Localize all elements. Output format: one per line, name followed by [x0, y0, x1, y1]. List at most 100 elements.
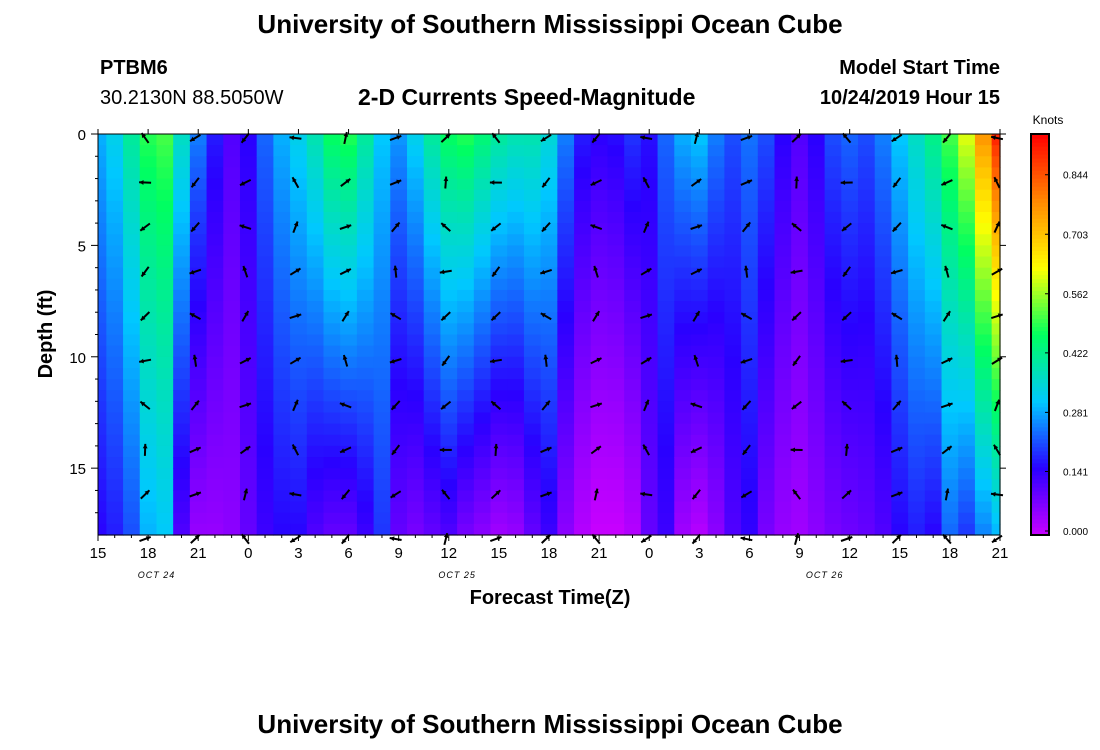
heatmap-cell: [340, 367, 358, 380]
heatmap-cell: [757, 167, 776, 180]
heatmap-cell: [757, 490, 776, 503]
heatmap-cell: [674, 401, 692, 414]
heatmap-cell: [139, 156, 158, 169]
heatmap-cell: [974, 289, 993, 302]
heatmap-cell: [607, 267, 625, 280]
heatmap-cell: [991, 167, 1001, 180]
heatmap-cell: [223, 223, 241, 235]
heatmap-cell: [908, 512, 926, 525]
heatmap-cell: [373, 211, 391, 224]
heatmap-cell: [841, 345, 859, 358]
heatmap-cell: [674, 468, 692, 480]
heatmap-cell: [690, 356, 709, 369]
heatmap-cell: [98, 490, 107, 503]
heatmap-cell: [106, 134, 124, 146]
heatmap-cell: [540, 412, 558, 425]
heatmap-cell: [356, 523, 375, 536]
heatmap-cell: [473, 457, 492, 469]
current-arrow: [189, 312, 201, 320]
heatmap-cell: [757, 289, 776, 302]
heatmap-cell: [757, 423, 776, 436]
heatmap-cell: [273, 356, 291, 369]
heatmap-cell: [707, 289, 725, 302]
heatmap-cell: [373, 345, 391, 358]
heatmap-cell: [774, 468, 792, 480]
heatmap-cell: [841, 134, 859, 146]
heatmap-cell: [123, 423, 141, 436]
heatmap-cell: [239, 523, 258, 536]
heatmap-cell: [423, 134, 442, 146]
heatmap-cell: [607, 401, 625, 414]
heatmap-cell: [507, 223, 525, 235]
current-arrow: [941, 445, 953, 455]
heatmap-cell: [239, 134, 258, 146]
heatmap-cell: [473, 178, 492, 191]
heatmap-cell: [457, 434, 475, 447]
heatmap-cell: [239, 267, 258, 280]
heatmap-cell: [306, 434, 325, 447]
heatmap-cell: [640, 134, 659, 146]
current-arrow: [139, 180, 152, 185]
heatmap-cell: [290, 289, 308, 302]
heatmap-cell: [139, 423, 158, 436]
heatmap-cell: [774, 267, 792, 280]
heatmap-cell: [724, 434, 742, 447]
heatmap-cell: [774, 134, 792, 146]
heatmap-cell: [757, 356, 776, 369]
heatmap-cell: [958, 312, 976, 324]
heatmap-cell: [557, 412, 575, 425]
heatmap-cell: [373, 423, 391, 436]
heatmap-cell: [290, 312, 308, 324]
heatmap-cell: [123, 234, 141, 246]
heatmap-cell: [507, 278, 525, 291]
heatmap-cell: [941, 379, 959, 391]
heatmap-cell: [640, 267, 659, 280]
heatmap-cell: [841, 289, 859, 302]
colorbar-cell: [1031, 202, 1049, 207]
heatmap-cell: [440, 501, 458, 514]
heatmap-cell: [557, 501, 575, 514]
heatmap-cell: [523, 445, 542, 458]
colorbar-cell: [1031, 238, 1049, 243]
heatmap-cell: [958, 423, 976, 436]
heatmap-cell: [791, 412, 809, 425]
heatmap-cell: [674, 278, 692, 291]
heatmap-cell: [624, 523, 642, 536]
heatmap-cell: [540, 234, 558, 246]
heatmap-cell: [657, 301, 675, 313]
current-arrow: [841, 222, 852, 232]
colorbar-cell: [1031, 138, 1049, 143]
x-tick-label: 18: [140, 545, 157, 562]
heatmap-cell: [290, 301, 308, 313]
heatmap-cell: [757, 223, 776, 235]
heatmap-cell: [858, 278, 876, 291]
heatmap-cell: [490, 412, 508, 425]
heatmap-cell: [574, 367, 592, 380]
heatmap-cell: [306, 189, 325, 202]
heatmap-cell: [958, 289, 976, 302]
heatmap-cell: [306, 523, 325, 536]
heatmap-cell: [690, 523, 709, 536]
heatmap-cell: [323, 312, 341, 324]
heatmap-cell: [239, 211, 258, 224]
heatmap-cell: [256, 301, 274, 313]
heatmap-cell: [407, 178, 425, 191]
heatmap-cell: [874, 356, 893, 369]
heatmap-cell: [106, 367, 124, 380]
heatmap-cell: [607, 501, 625, 514]
heatmap-cell: [223, 278, 241, 291]
heatmap-cell: [974, 367, 993, 380]
heatmap-cell: [958, 501, 976, 514]
heatmap-cell: [189, 490, 208, 503]
heatmap-cell: [98, 512, 107, 525]
heatmap-cell: [774, 501, 792, 514]
heatmap-cell: [924, 189, 943, 202]
heatmap-cell: [841, 145, 859, 157]
heatmap-cell: [256, 167, 274, 180]
colorbar-cell: [1031, 338, 1049, 344]
heatmap-cell: [707, 345, 725, 358]
heatmap-cell: [306, 234, 325, 246]
heatmap-cell: [139, 479, 158, 492]
heatmap-cell: [173, 379, 191, 391]
heatmap-cell: [991, 156, 1001, 169]
